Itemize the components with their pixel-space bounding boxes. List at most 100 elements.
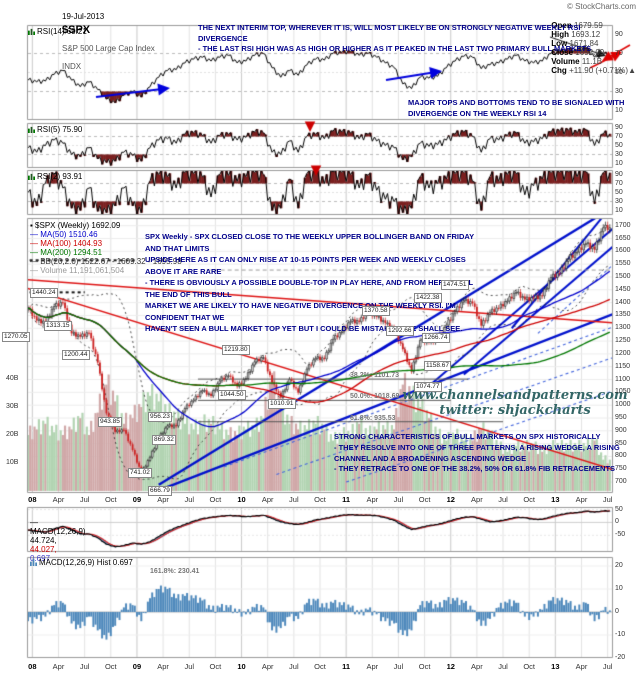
- copyright: © StockCharts.com: [566, 2, 636, 11]
- x-axis-tick: Jul: [393, 495, 404, 504]
- x-axis-tick: 08: [28, 495, 37, 504]
- volume-axis-tick: 20B: [6, 431, 19, 438]
- annotation-main: SPX Weekly - SPX CLOSED CLOSE TO THE WEE…: [145, 232, 474, 333]
- macd-label-row: — MACD(12,26,9) 44.724, 44.027, 0.697: [30, 509, 86, 563]
- price-axis-tick: 1050: [615, 388, 631, 396]
- price-axis-tick: 1450: [615, 285, 631, 293]
- macd-label: MACD(12,26,9): [30, 527, 86, 536]
- x-axis-tick: Apr: [366, 495, 379, 504]
- low-label: Low: [551, 39, 568, 48]
- indicator-icon: [28, 173, 35, 180]
- price-axis-tick: 1600: [615, 247, 631, 255]
- price-axis-tick: 1250: [615, 337, 631, 345]
- x-axis-tick: Jul: [184, 662, 195, 671]
- macd-value: 44.724,: [30, 536, 57, 545]
- rsi2-axis-tick: 50: [615, 188, 623, 196]
- rsi14-axis-tick: 70: [615, 49, 623, 57]
- x-axis-tick: 11: [342, 662, 351, 671]
- chart-title: $SPX S&P 500 Large Cap Index INDX: [62, 2, 155, 74]
- price-label: 1074.77: [414, 382, 442, 392]
- open-value: 1679.59: [573, 21, 603, 30]
- legend-item: ▪ $SPX (Weekly) 1692.09: [30, 221, 121, 230]
- price-label: 1270.05: [2, 332, 30, 342]
- volume-axis-tick: 40B: [6, 375, 19, 382]
- close-label: Close: [551, 48, 574, 57]
- x-axis-tick: Jul: [289, 662, 299, 671]
- annotation-rsi14: MAJOR TOPS AND BOTTOMS TEND TO BE SIGNAL…: [408, 98, 625, 118]
- price-axis-tick: 1700: [615, 221, 631, 229]
- price-label: 1219.80: [222, 345, 250, 355]
- rsi14-axis-tick: 30: [615, 87, 623, 95]
- price-axis-tick: 950: [615, 414, 627, 421]
- hist-axis-tick: 10: [615, 585, 623, 592]
- x-axis-tick: 10: [237, 495, 246, 504]
- price-label: 741.02: [128, 468, 152, 478]
- hist-label-row: MACD(12,26,9) Hist 0.697: [30, 558, 133, 567]
- x-axis-tick: 12: [446, 662, 455, 671]
- legend-item: — BB(20,2.0) 1522.67 - 1609.32 - 1695.98: [30, 257, 182, 266]
- price-label: 943.85: [98, 417, 122, 427]
- annotation-top: THE NEXT INTERIM TOP, WHEREVER IT IS, WI…: [198, 23, 592, 53]
- x-axis-tick: 09: [132, 662, 142, 671]
- hist-axis-tick: 20: [615, 562, 623, 569]
- exchange: INDX: [62, 62, 82, 71]
- rsi5-label: RSI(5) 75.90: [37, 125, 83, 134]
- price-label: 1266.74: [422, 333, 450, 343]
- x-axis-tick: Apr: [575, 662, 588, 671]
- price-axis-tick: 1650: [615, 234, 631, 242]
- x-axis-tick: 09: [132, 495, 142, 504]
- x-axis-tick: 12: [446, 495, 455, 504]
- price-axis-tick: 700: [615, 478, 627, 486]
- x-axis-tick: Jul: [393, 662, 404, 671]
- indicator-icon: [28, 126, 35, 133]
- price-label: 666.79: [148, 486, 172, 496]
- x-axis-tick: Oct: [104, 495, 117, 504]
- x-axis-tick: Jul: [498, 662, 508, 671]
- x-axis-tick: Apr: [52, 662, 65, 671]
- symbol: $SPX: [62, 24, 91, 36]
- x-axis-tick: Oct: [314, 662, 326, 671]
- price-label: 869.32: [152, 435, 176, 445]
- fib-extension-label: 161.8%: 230.41: [150, 568, 200, 575]
- price-label: 1474.51: [441, 280, 469, 290]
- histogram-icon: [30, 559, 37, 566]
- legend-item: — MA(100) 1404.93: [30, 239, 103, 248]
- rsi5-axis-tick: 50: [615, 141, 623, 149]
- rsi2-label-row: RSI(2) 93.91: [28, 172, 82, 181]
- rsi5-label-row: RSI(5) 75.90: [28, 125, 82, 134]
- chart-date: 19-Jul-2013: [62, 12, 105, 21]
- x-axis-tick: Jul: [602, 495, 613, 504]
- x-axis-tick: Apr: [471, 495, 483, 504]
- macd-hist-value: 0.697: [30, 554, 51, 563]
- price-axis-tick: 1350: [615, 311, 631, 319]
- price-label: 956.23: [148, 412, 172, 422]
- price-axis-tick: 1150: [615, 362, 631, 370]
- x-axis-tick: Jul: [79, 495, 90, 504]
- price-label: 1292.66: [386, 326, 414, 336]
- x-axis-tick: Oct: [418, 662, 431, 671]
- x-axis-tick: Apr: [261, 662, 274, 671]
- x-axis-tick: 10: [237, 662, 246, 671]
- fib-level-label: 61.8%: 935.53: [350, 415, 396, 422]
- rsi14-axis-tick: 10: [615, 106, 623, 114]
- price-axis-tick: 850: [615, 439, 627, 447]
- macd-axis-tick: -50: [615, 531, 626, 539]
- open-label: Open: [551, 21, 572, 30]
- x-axis-tick: Jul: [184, 495, 195, 504]
- price-axis-tick: 1000: [615, 401, 631, 409]
- price-label: 1440.24: [30, 288, 58, 298]
- price-axis-tick: 800: [615, 452, 627, 460]
- close-value: 1692.09: [575, 48, 605, 57]
- chg-value: +11.90 (+0.71%): [569, 66, 629, 75]
- rsi5-axis-tick: 30: [615, 150, 623, 158]
- rsi2-axis-tick: 10: [615, 206, 623, 214]
- price-axis-tick: 900: [615, 426, 627, 434]
- x-axis-tick: Jul: [79, 662, 90, 671]
- price-label: 1010.91: [268, 399, 296, 409]
- rsi2-axis-tick: 30: [615, 197, 623, 205]
- quote-line: Open 1679.59 High 1693.12 Low 1671.84 Cl…: [551, 12, 636, 75]
- price-axis-tick: 1200: [615, 349, 631, 357]
- x-axis-tick: Jul: [602, 662, 613, 671]
- hist-axis-tick: -20: [615, 654, 626, 661]
